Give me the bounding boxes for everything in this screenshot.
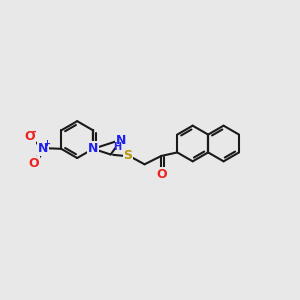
- Text: N: N: [38, 142, 48, 155]
- Text: O: O: [156, 168, 166, 181]
- Text: N: N: [116, 134, 127, 147]
- Text: S: S: [123, 149, 132, 163]
- Text: +: +: [44, 139, 50, 148]
- Text: O: O: [25, 130, 35, 143]
- Text: H: H: [113, 142, 122, 152]
- Text: N: N: [88, 142, 98, 155]
- Text: -: -: [32, 127, 37, 137]
- Text: O: O: [29, 157, 40, 169]
